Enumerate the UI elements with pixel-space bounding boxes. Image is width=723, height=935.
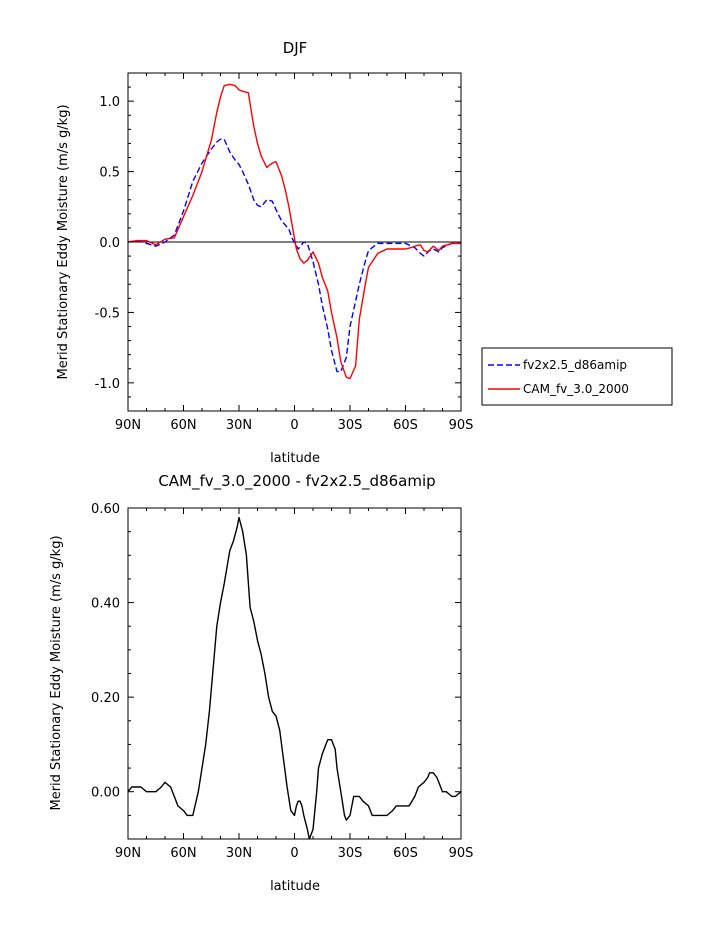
bottom-ytick-label: 0.60 <box>91 502 120 517</box>
bottom-xtick-label: 60N <box>170 846 196 861</box>
bottom-x-axis-label: latitude <box>270 879 320 894</box>
top-xtick-label: 0 <box>290 418 298 433</box>
top-xtick-label: 60S <box>393 418 418 433</box>
bottom-ytick-label: 0.20 <box>91 691 120 706</box>
bottom-y-axis-label: Merid Stationary Eddy Moisture (m/s g/kg… <box>49 535 64 810</box>
bottom-ytick-label: 0.00 <box>91 786 120 801</box>
top-chart-title: DJF <box>283 39 308 57</box>
top-series-0 <box>127 138 461 373</box>
top-ytick-label: -1.0 <box>95 377 120 392</box>
bottom-ticks: 90N 60N 30N 0 30S 60S 90S 0.60 0.40 0.20 0.00 <box>91 502 473 861</box>
top-xtick-label: 60N <box>170 418 196 433</box>
bottom-xtick-label: 60S <box>393 846 418 861</box>
top-xtick-label: 30S <box>338 418 363 433</box>
bottom-plot-area <box>127 516 462 840</box>
top-ytick-label: 0.0 <box>99 236 120 251</box>
legend-label-fv2x2: fv2x2.5_d86amip <box>523 358 627 372</box>
bottom-xtick-label: 0 <box>290 846 298 861</box>
bottom-series-0 <box>127 516 462 840</box>
bottom-xtick-label: 90N <box>115 846 141 861</box>
bottom-xtick-label: 30S <box>338 846 363 861</box>
bottom-plot-frame <box>127 507 462 840</box>
top-ticks: 90N 60N 30N 0 30S 60S 90S 1.0 0.5 0.0 -0.5 -1.0 <box>95 72 474 433</box>
legend-label-cam: CAM_fv_3.0_2000 <box>523 382 629 396</box>
top-panel: DJF 90N 60N 30N 0 30S 60S 90S 1.0 0.5 0.0 -0.5 -1.0… <box>56 39 673 466</box>
top-series-1 <box>127 83 461 380</box>
top-ytick-label: -0.5 <box>95 306 120 321</box>
top-ytick-label: 1.0 <box>99 95 120 110</box>
top-x-axis-label: latitude <box>270 451 320 466</box>
bottom-chart-title: CAM_fv_3.0_2000 - fv2x2.5_d86amip <box>158 472 435 491</box>
top-y-axis-label: Merid Stationary Eddy Moisture (m/s g/kg… <box>56 104 71 379</box>
bottom-xtick-label: 90S <box>449 846 474 861</box>
bottom-ytick-label: 0.40 <box>91 597 120 612</box>
bottom-panel: CAM_fv_3.0_2000 - fv2x2.5_d86amip 90N 60N… <box>49 472 473 894</box>
top-xtick-label: 90S <box>449 418 474 433</box>
legend-box <box>481 347 673 406</box>
bottom-xtick-label: 30N <box>226 846 252 861</box>
top-ytick-label: 0.5 <box>99 166 120 181</box>
top-xtick-label: 90N <box>115 418 141 433</box>
top-plot-area <box>127 83 461 380</box>
legend: fv2x2.5_d86amip CAM_fv_3.0_2000 <box>481 347 673 406</box>
top-xtick-label: 30N <box>226 418 252 433</box>
